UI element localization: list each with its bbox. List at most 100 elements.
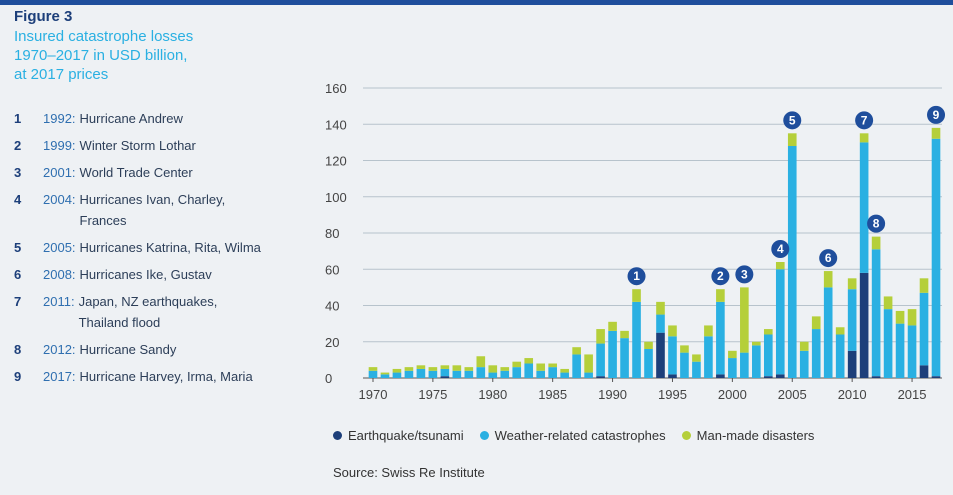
event-item: 7 2011: Japan, NZ earthquakes, Thailand fl…	[14, 291, 310, 333]
bar-manmade	[548, 363, 557, 368]
bar-earthquake	[763, 376, 773, 378]
bar-manmade	[847, 278, 857, 290]
bar-manmade	[716, 289, 725, 302]
event-item: 8 2012: Hurricane Sandy	[14, 339, 310, 360]
bar-manmade	[488, 365, 498, 373]
event-marker	[627, 267, 646, 286]
bar-weather	[536, 370, 546, 378]
bar-manmade	[895, 310, 905, 324]
bar-weather	[596, 343, 605, 377]
x-tick-label: 1985	[538, 387, 567, 402]
event-number: 9	[14, 369, 22, 384]
bar-weather	[728, 358, 737, 378]
event-number: 8	[14, 342, 22, 357]
bar-manmade	[584, 354, 593, 373]
event-body: 2004: Hurricanes Ivan, Charley, Frances	[43, 189, 310, 231]
event-body: 2011: Japan, NZ earthquakes, Thailand flo…	[43, 291, 309, 333]
bar-manmade	[560, 368, 569, 373]
event-text: Hurricane Harvey, Irma, Maria	[79, 369, 253, 384]
y-tick-label: 60	[325, 262, 339, 277]
bar-weather	[572, 354, 581, 378]
event-year: 2017	[43, 369, 72, 384]
bar-weather	[416, 368, 426, 378]
bar-manmade	[871, 236, 881, 250]
event-item: 1 1992: Hurricane Andrew	[14, 108, 310, 129]
bar-weather	[919, 292, 929, 366]
y-tick-label: 120	[325, 154, 347, 169]
bar-weather	[787, 146, 797, 378]
event-separator: :	[71, 111, 76, 126]
bar-weather	[644, 349, 653, 378]
bar-weather	[548, 367, 557, 378]
bar-manmade	[775, 262, 785, 270]
y-tick-label: 160	[325, 81, 347, 96]
event-body: 2005: Hurricanes Katrina, Rita, Wilma	[43, 237, 310, 258]
bar-earthquake	[668, 374, 677, 378]
event-item: 2 1999: Winter Storm Lothar	[14, 135, 310, 156]
bar-manmade	[536, 363, 546, 371]
event-marker	[855, 111, 874, 130]
event-marker	[711, 267, 730, 286]
legend-label-manmade: Man-made disasters	[696, 428, 815, 443]
event-number: 6	[14, 267, 22, 282]
bar-manmade	[440, 365, 450, 369]
event-number: 3	[14, 165, 22, 180]
y-tick-label: 100	[325, 190, 347, 205]
bar-manmade	[644, 341, 653, 349]
bar-weather	[464, 370, 474, 378]
bar-weather	[500, 370, 510, 378]
bar-weather	[428, 370, 438, 378]
bar-weather	[632, 301, 641, 378]
event-marker-label: 8	[873, 217, 880, 231]
event-marker-label: 9	[933, 108, 940, 122]
y-tick-label: 80	[325, 226, 339, 241]
bar-weather	[811, 329, 821, 378]
bar-weather	[835, 334, 845, 378]
x-tick-label: 2000	[718, 387, 747, 402]
event-text: Hurricane Sandy	[79, 342, 177, 357]
y-tick-label: 20	[325, 335, 339, 350]
bar-weather	[560, 372, 569, 378]
bar-weather	[584, 372, 593, 378]
x-tick-label: 1975	[418, 387, 447, 402]
bar-weather	[907, 325, 917, 378]
event-text: World Trade Center	[79, 165, 193, 180]
bar-manmade	[740, 287, 749, 353]
event-body: 2001: World Trade Center	[43, 162, 310, 183]
legend-swatch-manmade	[681, 431, 691, 440]
bar-manmade	[931, 127, 941, 139]
legend-item-manmade: Man-made disasters	[681, 428, 815, 443]
bar-weather	[704, 336, 713, 378]
event-text: Winter Storm Lothar	[79, 138, 196, 153]
bar-earthquake	[931, 376, 941, 378]
bar-weather	[476, 367, 486, 378]
x-tick-label: 1970	[359, 387, 388, 402]
event-year: 1999	[43, 138, 72, 153]
event-separator: :	[70, 294, 75, 309]
event-item: 5 2005: Hurricanes Katrina, Rita, Wilma	[14, 237, 310, 258]
event-body: 1992: Hurricane Andrew	[43, 108, 310, 129]
bar-weather	[847, 289, 857, 351]
event-separator: :	[71, 342, 76, 357]
bar-weather	[404, 370, 414, 378]
bar-manmade	[524, 358, 534, 364]
event-number: 7	[14, 294, 22, 309]
bar-manmade	[404, 367, 414, 371]
event-marker	[783, 111, 802, 130]
event-item: 4 2004: Hurricanes Ivan, Charley, Frances	[14, 189, 310, 231]
event-year: 2012	[43, 342, 72, 357]
bar-manmade	[668, 325, 677, 337]
legend-item-earthquake: Earthquake/tsunami	[333, 428, 464, 443]
bar-earthquake	[859, 272, 869, 378]
event-marker-label: 7	[861, 113, 868, 127]
event-marker	[927, 105, 945, 124]
event-marker-label: 5	[789, 113, 796, 127]
bar-manmade	[680, 345, 689, 353]
x-tick-label: 2005	[778, 387, 807, 402]
event-marker	[867, 214, 886, 233]
bar-weather	[380, 374, 390, 378]
event-text: Hurricane Andrew	[79, 111, 183, 126]
top-rule	[0, 0, 953, 5]
bar-weather	[608, 330, 617, 378]
legend-swatch-weather	[479, 431, 489, 440]
